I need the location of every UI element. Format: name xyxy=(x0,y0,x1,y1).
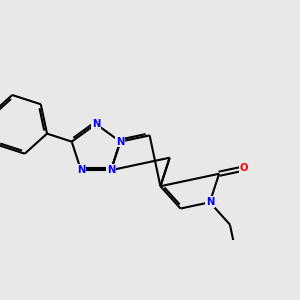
Text: O: O xyxy=(240,164,248,173)
Text: N: N xyxy=(206,197,214,207)
Text: N: N xyxy=(92,119,100,129)
Text: N: N xyxy=(77,165,85,175)
Text: N: N xyxy=(107,165,115,175)
Text: N: N xyxy=(116,136,124,147)
